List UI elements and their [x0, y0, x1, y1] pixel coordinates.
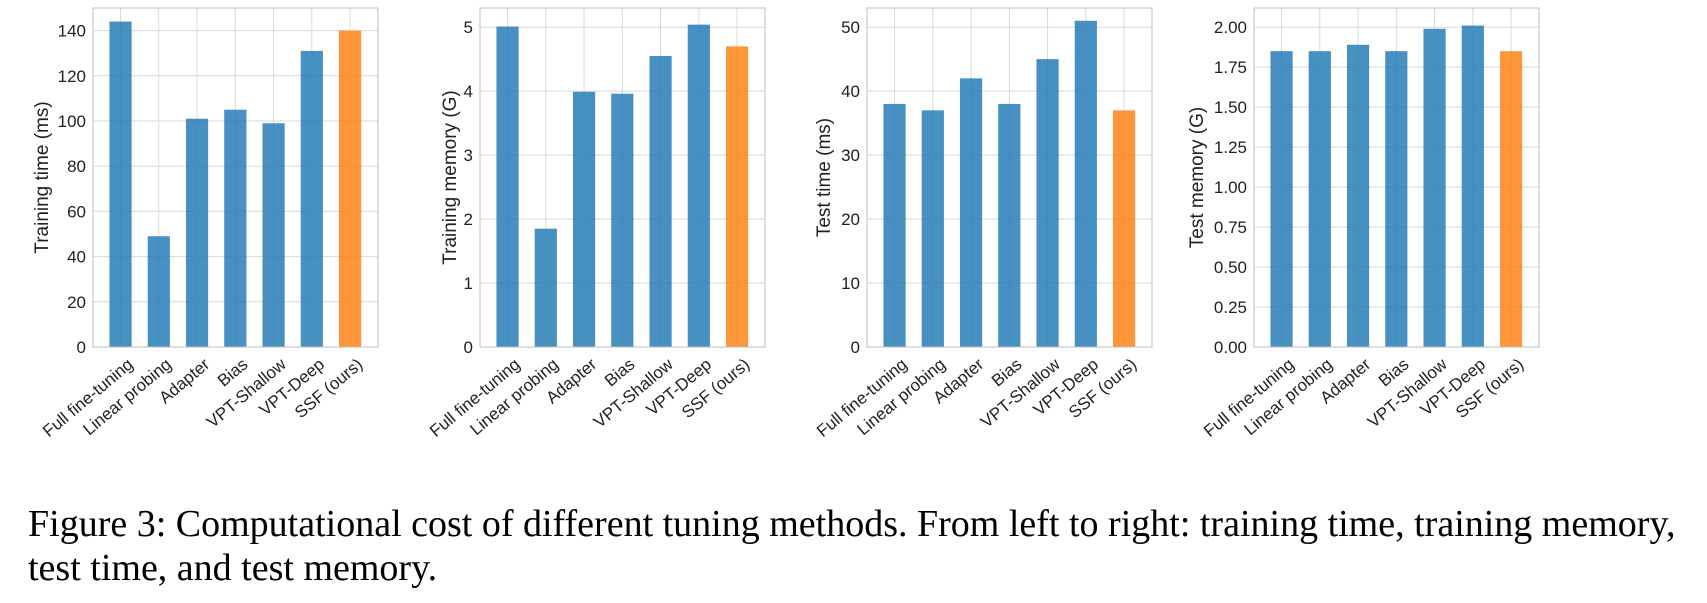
- y-tick-label: 1.25: [1214, 138, 1247, 157]
- y-axis-label: Test time (ms): [814, 118, 835, 237]
- y-axis-label: Training time (ms): [32, 101, 53, 253]
- bar-ssf-ours: [1112, 110, 1136, 347]
- bar-ssf-ours: [1499, 51, 1523, 347]
- bar-ssf-ours: [725, 46, 749, 348]
- chart-4: 0.000.250.500.751.001.251.501.752.00Full…: [1187, 7, 1540, 441]
- bar-ssf-ours: [338, 30, 362, 347]
- y-tick-label: 1: [464, 274, 473, 293]
- y-tick-label: 50: [841, 18, 860, 37]
- y-axis-label: Test memory (G): [1187, 107, 1208, 248]
- bar-bias: [224, 109, 247, 347]
- bar-vpt-deep: [1461, 25, 1484, 347]
- y-tick-label: 4: [464, 82, 473, 101]
- y-tick-label: 2.00: [1214, 18, 1247, 37]
- y-tick-label: 0.00: [1214, 338, 1247, 357]
- y-axis-label: Training memory (G): [440, 90, 461, 265]
- y-tick-label: 20: [841, 210, 860, 229]
- bar-vpt-shallow: [1036, 59, 1059, 348]
- y-tick-label: 60: [67, 202, 86, 221]
- y-tick-label: 0.75: [1214, 218, 1247, 237]
- y-tick-label: 10: [841, 274, 860, 293]
- bar-adapter: [1346, 44, 1370, 348]
- y-tick-label: 40: [841, 82, 860, 101]
- bar-linear-probing: [1308, 51, 1331, 347]
- plot-frame: [92, 7, 379, 348]
- y-tick-label: 0: [464, 338, 473, 357]
- bar-vpt-deep: [300, 50, 323, 347]
- y-tick-label: 20: [67, 293, 86, 312]
- bar-vpt-shallow: [262, 123, 285, 347]
- bar-linear-probing: [534, 228, 557, 347]
- bar-full-fine-tuning: [109, 21, 132, 348]
- y-tick-label: 140: [58, 22, 86, 41]
- y-tick-label: 120: [58, 67, 86, 86]
- y-tick-label: 0: [851, 338, 860, 357]
- bar-adapter: [959, 78, 983, 347]
- y-tick-label: 1.75: [1214, 58, 1247, 77]
- bar-bias: [611, 93, 634, 347]
- bar-bias: [1385, 51, 1408, 347]
- bar-adapter: [185, 118, 209, 348]
- y-tick-label: 0.50: [1214, 258, 1247, 277]
- y-tick-label: 5: [464, 18, 473, 37]
- y-tick-label: 40: [67, 248, 86, 267]
- plot-frame: [866, 7, 1153, 348]
- y-tick-label: 80: [67, 157, 86, 176]
- y-tick-label: 0.25: [1214, 298, 1247, 317]
- figure-caption: Figure 3: Computational cost of differen…: [28, 503, 1676, 589]
- bar-full-fine-tuning: [1270, 51, 1293, 347]
- plot-frame: [479, 7, 766, 348]
- bar-full-fine-tuning: [883, 103, 906, 348]
- y-tick-label: 0: [77, 338, 86, 357]
- y-tick-label: 2: [464, 210, 473, 229]
- bar-vpt-shallow: [1423, 28, 1446, 348]
- bar-vpt-shallow: [649, 55, 672, 347]
- y-tick-label: 100: [58, 112, 86, 131]
- bar-bias: [998, 103, 1021, 348]
- bar-vpt-deep: [687, 24, 710, 347]
- y-tick-label: 3: [464, 146, 473, 165]
- bar-linear-probing: [921, 110, 944, 347]
- plot-frame: [1253, 7, 1540, 348]
- y-tick-label: 1.00: [1214, 178, 1247, 197]
- bar-adapter: [572, 91, 596, 348]
- bar-vpt-deep: [1074, 20, 1097, 348]
- y-tick-label: 1.50: [1214, 98, 1247, 117]
- bar-full-fine-tuning: [496, 26, 519, 347]
- y-tick-label: 30: [841, 146, 860, 165]
- bar-linear-probing: [147, 236, 170, 347]
